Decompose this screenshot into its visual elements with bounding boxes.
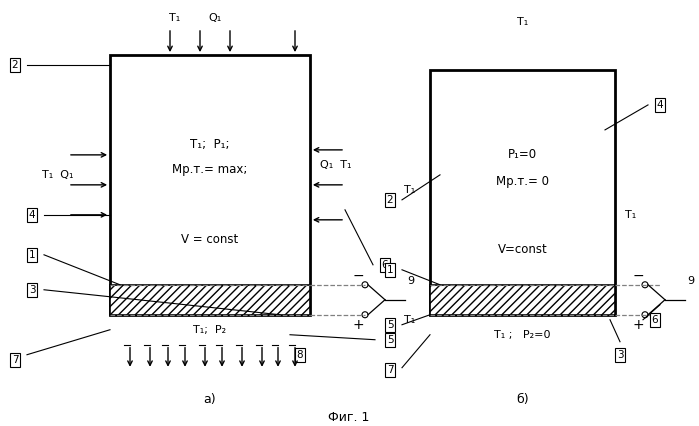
Text: 9: 9 [687,276,694,286]
Bar [430,70,615,315]
Text: T₁: T₁ [404,315,415,325]
Text: +: + [352,318,363,332]
Text: T₁: T₁ [625,210,636,220]
Text: +: + [632,318,644,332]
Text: −: − [632,269,644,283]
Bar [110,285,310,315]
Text: а): а) [203,393,216,406]
Text: T₁: T₁ [169,13,180,23]
Text: T₁  Q₁: T₁ Q₁ [42,170,73,180]
Bar [430,285,615,315]
Text: 6: 6 [651,315,658,325]
Text: V = const: V = const [181,233,238,246]
Text: T₁ ;   P₂=0: T₁ ; P₂=0 [494,330,551,340]
Text: 8: 8 [296,350,303,360]
Text: 1: 1 [387,265,394,275]
Text: Фиг. 1: Фиг. 1 [329,411,370,424]
Text: Mр.т.= 0: Mр.т.= 0 [496,176,549,188]
Text: 2: 2 [12,60,18,70]
Text: 4: 4 [29,210,36,220]
Text: б): б) [516,393,529,406]
Text: Q₁: Q₁ [208,13,222,23]
Text: Q₁  T₁: Q₁ T₁ [320,160,352,170]
Text: T₁: T₁ [404,185,415,195]
Text: T₁;  P₂: T₁; P₂ [194,325,226,335]
Text: 7: 7 [12,355,18,365]
Text: 6: 6 [382,260,389,270]
Text: V=const: V=const [498,243,547,256]
Bar [110,55,310,315]
Text: 3: 3 [29,285,36,295]
Text: 9: 9 [407,276,414,286]
Text: T₁;  P₁;: T₁; P₁; [190,138,230,151]
Text: 3: 3 [617,350,624,360]
Text: 1: 1 [29,250,36,260]
Text: Mр.т.= max;: Mр.т.= max; [173,163,247,176]
Text: 4: 4 [656,100,663,110]
Text: 5: 5 [387,335,394,345]
Text: 5: 5 [387,320,394,330]
Text: 2: 2 [387,195,394,205]
Text: 7: 7 [387,365,394,375]
Text: P₁=0: P₁=0 [508,148,537,161]
Text: T₁: T₁ [517,17,528,27]
Text: −: − [352,269,363,283]
